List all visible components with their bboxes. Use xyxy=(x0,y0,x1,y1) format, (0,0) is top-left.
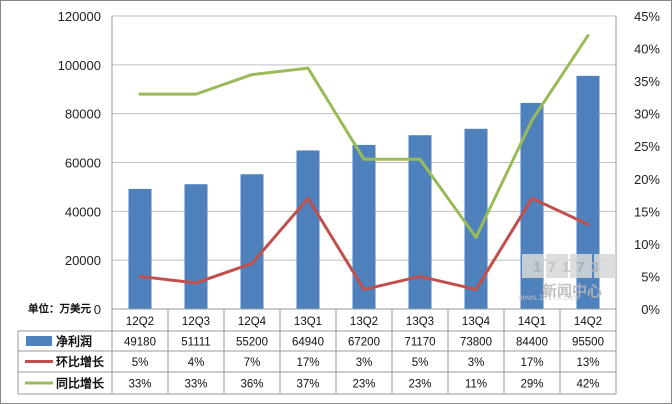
table-cell: 13% xyxy=(576,357,599,369)
right-tick-label: 25% xyxy=(634,139,660,154)
left-tick-label: 0 xyxy=(94,302,101,317)
table-cell: 36% xyxy=(240,379,263,391)
legend-label: 净利润 xyxy=(56,334,92,349)
right-tick-label: 15% xyxy=(634,204,660,219)
category-label: 13Q4 xyxy=(462,316,491,328)
bar-12Q4 xyxy=(240,174,264,309)
table-cell: 49180 xyxy=(124,337,156,349)
table-cell: 42% xyxy=(576,379,599,391)
table-cell: 33% xyxy=(128,379,151,391)
table-cell: 84400 xyxy=(516,337,548,349)
category-label: 12Q3 xyxy=(182,316,210,328)
category-label: 13Q3 xyxy=(406,316,434,328)
category-label: 12Q4 xyxy=(238,316,267,328)
watermark: 17173 news.17173.com 新闻中心 xyxy=(518,254,616,302)
left-tick-label: 20000 xyxy=(65,253,101,268)
legend-label: 环比增长 xyxy=(56,354,105,369)
bar-12Q2 xyxy=(128,188,152,309)
bar-12Q3 xyxy=(184,184,208,309)
table-cell: 23% xyxy=(352,379,375,391)
table-cell: 73800 xyxy=(460,337,492,349)
watermark-url: news.17173.com xyxy=(518,293,579,302)
table-cell: 95500 xyxy=(572,337,604,349)
legend-key-净利润 xyxy=(26,336,52,346)
table-cell: 5% xyxy=(412,357,429,369)
table-cell: 11% xyxy=(465,379,487,391)
right-tick-label: 45% xyxy=(634,9,660,24)
bar-13Q4 xyxy=(464,128,488,309)
category-label: 13Q1 xyxy=(294,316,322,328)
left-tick-label: 60000 xyxy=(65,156,101,171)
right-tick-label: 0% xyxy=(641,302,660,317)
line-环比增长 xyxy=(138,196,590,291)
right-tick-label: 35% xyxy=(634,74,660,89)
table-cell: 23% xyxy=(408,379,431,391)
table-cell: 51111 xyxy=(181,337,210,349)
table-cell: 55200 xyxy=(236,337,268,349)
right-tick-label: 10% xyxy=(634,237,660,252)
data-table: 12Q2 12Q3 12Q4 13Q1 13Q2 13Q3 13Q4 14Q1 14Q2 净利润 4… xyxy=(17,308,617,395)
line-series xyxy=(138,34,590,291)
bar-series xyxy=(128,75,600,309)
legend-label: 同比增长 xyxy=(56,376,105,391)
line-同比增长 xyxy=(138,34,590,239)
bar-14Q2 xyxy=(576,75,600,309)
left-tick-label: 100000 xyxy=(58,58,101,73)
table-cell: 17% xyxy=(520,357,543,369)
right-tick-label: 40% xyxy=(634,42,660,57)
table-cell: 37% xyxy=(296,379,319,391)
table-cell: 67200 xyxy=(348,337,380,349)
bar-13Q1 xyxy=(296,150,320,309)
table-cell: 17% xyxy=(296,357,319,369)
watermark-logo: 17173 xyxy=(533,259,605,276)
right-axis: 45% 40% 35% 30% 25% 20% 15% 10% 5% 0% xyxy=(634,9,660,317)
table-cell: 7% xyxy=(244,357,261,369)
table-cell: 4% xyxy=(188,357,205,369)
table-cell: 33% xyxy=(184,379,207,391)
left-axis: 120000 100000 80000 60000 40000 20000 0 xyxy=(58,9,101,317)
right-tick-label: 20% xyxy=(634,172,660,187)
table-cell: 71170 xyxy=(404,337,435,349)
category-label: 14Q2 xyxy=(574,316,602,328)
right-tick-label: 5% xyxy=(641,269,660,284)
table-cell: 64940 xyxy=(292,337,324,349)
category-label: 13Q2 xyxy=(350,316,378,328)
left-tick-label: 40000 xyxy=(65,204,101,219)
table-cell: 3% xyxy=(356,357,373,369)
right-tick-label: 30% xyxy=(634,107,660,122)
unit-label: 单位：万美元 xyxy=(28,302,91,315)
watermark-caption: 新闻中心 xyxy=(542,282,602,300)
category-label: 12Q2 xyxy=(126,316,154,328)
table-cell: 29% xyxy=(520,379,543,391)
bar-13Q3 xyxy=(408,135,432,309)
left-tick-label: 80000 xyxy=(65,107,101,122)
bar-13Q2 xyxy=(352,144,376,309)
table-cell: 5% xyxy=(132,357,149,369)
table-cell: 3% xyxy=(468,357,485,369)
left-tick-label: 120000 xyxy=(58,9,101,24)
category-label: 14Q1 xyxy=(518,316,546,328)
